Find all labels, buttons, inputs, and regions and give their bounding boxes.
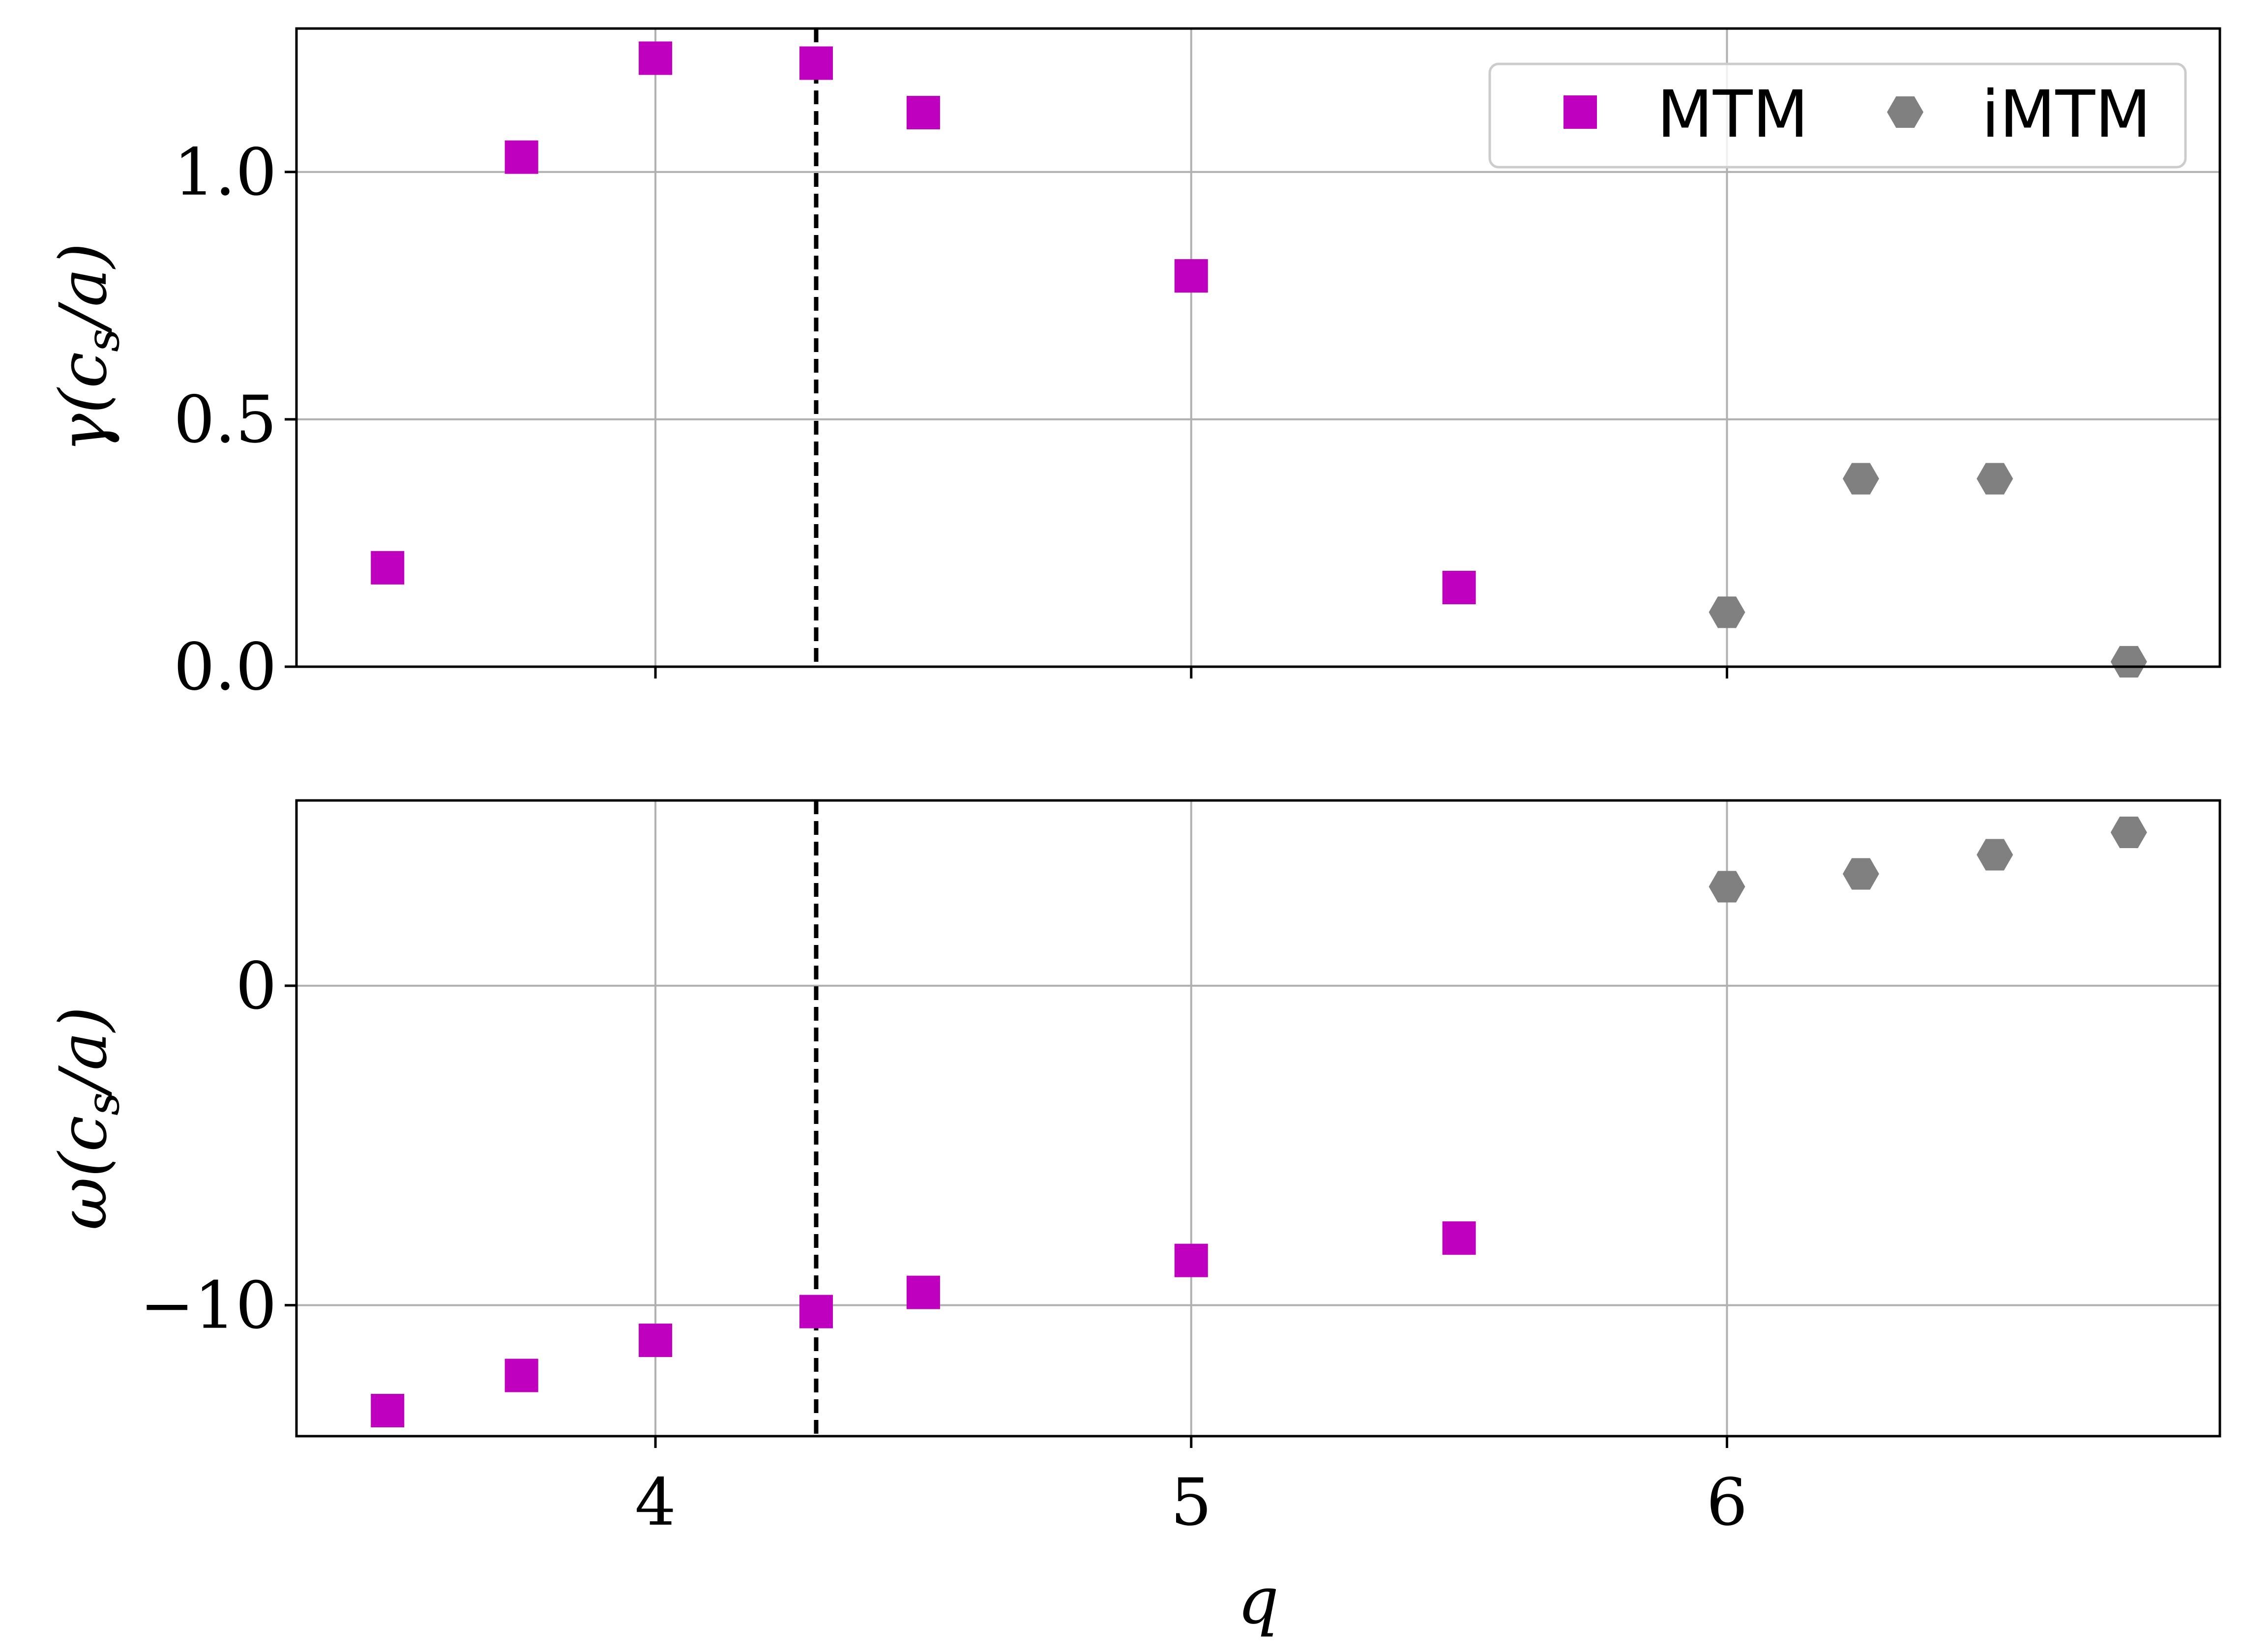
imtm-data-point — [1709, 596, 1745, 628]
y-axis-label-subscript: s — [77, 329, 129, 352]
y-tick-label: 0 — [236, 948, 277, 1024]
imtm-data-point — [1842, 858, 1879, 890]
imtm-data-point — [1976, 463, 2013, 495]
y-axis-label: ω(cs/a) — [46, 1006, 129, 1230]
y-axis-label-lead: γ(c — [46, 352, 121, 452]
mtm-data-point — [1442, 1221, 1476, 1255]
mtm-data-point — [1174, 259, 1208, 293]
x-tick-label: 5 — [1171, 1465, 1212, 1540]
mtm-data-point — [639, 41, 673, 75]
mtm-data-point — [906, 96, 940, 130]
mtm-data-point — [371, 551, 405, 585]
legend-mtm-label: MTM — [1657, 77, 1808, 152]
y-tick-label: 0.5 — [174, 382, 277, 458]
frequency-panel: −10 0 4 5 6 q ω(cs/a) — [46, 799, 2221, 1639]
mtm-data-point — [504, 1358, 538, 1392]
y-tick-label: 0.0 — [174, 629, 277, 705]
imtm-data-point — [1709, 871, 1745, 903]
y-axis-label-tail: /a) — [46, 1006, 121, 1098]
axes-frame — [295, 799, 2221, 1438]
imtm-data-point — [2110, 646, 2147, 678]
y-axis-label-lead: ω(c — [46, 1116, 121, 1230]
legend-imtm-label: iMTM — [1981, 77, 2151, 152]
imtm-data-point — [2110, 816, 2147, 848]
mtm-data-point — [906, 1275, 940, 1309]
mtm-data-point — [799, 46, 833, 80]
mtm-data-point — [799, 1295, 833, 1328]
x-axis-label: q — [1238, 1563, 1279, 1639]
imtm-data-point — [1842, 463, 1879, 495]
x-tick-label: 4 — [635, 1465, 676, 1540]
mtm-data-point — [371, 1394, 405, 1428]
growth-rate-panel: 0.0 0.5 1.0 γ(cs/a) MTM iMTM — [46, 27, 2221, 705]
legend-mtm-marker — [1564, 95, 1597, 129]
y-tick-label: 1.0 — [174, 135, 277, 210]
legend-imtm-marker — [1887, 96, 1923, 128]
legend: MTM iMTM — [1488, 62, 2187, 169]
y-axis-label-tail: /a) — [46, 243, 121, 334]
mtm-data-point — [504, 140, 538, 174]
axes-frame — [295, 27, 2221, 668]
imtm-data-point — [1976, 839, 2013, 871]
mtm-data-point — [1442, 571, 1476, 605]
y-axis-label-subscript: s — [77, 1092, 129, 1116]
legend-box — [1488, 62, 2187, 169]
mtm-data-point — [1174, 1243, 1208, 1277]
x-tick-label: 6 — [1706, 1465, 1747, 1540]
y-axis-label: γ(cs/a) — [46, 243, 129, 452]
y-tick-label: −10 — [140, 1268, 277, 1344]
mtm-data-point — [639, 1324, 673, 1357]
